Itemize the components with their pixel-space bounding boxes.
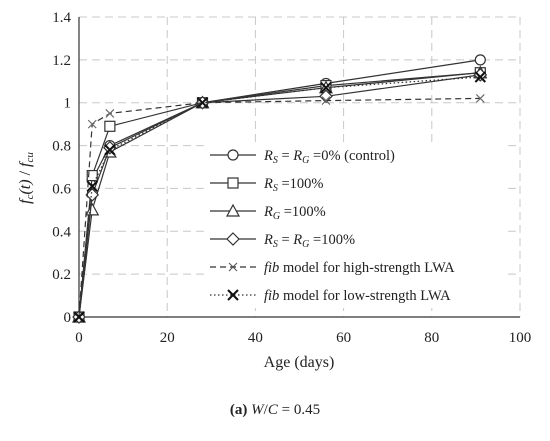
data-point-fib_low [196,97,209,109]
y-tick-label: 0 [64,310,72,326]
legend-item-control: RS = RG =0% (control) [210,148,395,166]
star-marker-icon [228,262,238,272]
x-tick-label: 60 [336,330,351,346]
x-tick-label: 20 [160,330,175,346]
legend-item-fib-low: fib model for low-strength LWA [210,288,451,304]
legend-label-fib-high: fib model for high-strength LWA [264,260,455,276]
data-point-fib_high [87,119,97,129]
y-tick-label: 1.2 [52,53,71,69]
legend-label-rg100: RG =100% [263,204,326,222]
legend-item-fib-high: fib model for high-strength LWA [210,260,455,276]
data-point-rsrg100 [85,188,100,202]
legend-box [204,142,508,308]
data-point-control [474,54,486,66]
data-point-fib_high [321,96,331,105]
square-marker-icon [227,177,239,189]
diamond-marker-icon [226,232,240,246]
data-point-fib_low [86,180,98,192]
series-fib_low [73,71,487,323]
y-tick-label: 0.8 [52,139,71,155]
data-point-fib_low [104,144,116,156]
legend-label-rs100: RS =100% [263,176,324,194]
x-tick-label: 0 [75,330,83,346]
circle-marker-icon [227,149,239,161]
data-point-fib_low [474,71,487,83]
legend-label-control: RS = RG =0% (control) [263,148,395,166]
y-tick-label: 0.6 [52,181,71,197]
series-line-rsrg100 [78,74,481,318]
data-point-rs100 [86,169,98,182]
axes-layer: 0 0.2 0.4 0.6 0.8 1 1.2 1.4 0 20 40 60 80 100 [52,10,531,346]
data-point-rg100 [85,202,100,216]
figure-caption: (a) W/C = 0.45 [230,402,320,418]
data-point-fib_high [105,109,115,118]
x-marker-icon [227,289,239,301]
x-tick-label: 80 [424,330,439,346]
x-axis-title: Age (days) [264,354,335,371]
data-point-fib_high [475,94,485,103]
legend-label-fib-low: fib model for low-strength LWA [264,288,451,304]
y-tick-label: 1.4 [52,10,71,26]
triangle-marker-icon [225,203,241,217]
series-line-rg100 [78,72,481,318]
legend: RS = RG =0% (control) RS =100% RG =100% [210,148,455,304]
y-tick-label: 0.2 [52,267,71,283]
y-tick-label: 1 [64,96,72,112]
data-point-rs100 [104,120,116,132]
y-axis-title: fc(t) / fcu [17,152,36,204]
data-point-fib_low [73,311,85,323]
data-point-fib_low [320,82,332,94]
y-tick-label: 0.4 [52,224,71,240]
legend-item-rsrg100: RS = RG =100% [210,232,355,250]
series-line-fib_low [78,76,481,318]
data-point-rsrg100 [319,89,333,104]
legend-label-rsrg100: RS = RG =100% [263,232,355,250]
series-line-fib_high [78,97,481,318]
x-tick-label: 100 [509,330,532,346]
x-tick-label: 40 [248,330,263,346]
series-layer [71,54,488,324]
legend-item-rg100: RG =100% [210,203,326,222]
legend-item-rs100: RS =100% [210,176,324,194]
